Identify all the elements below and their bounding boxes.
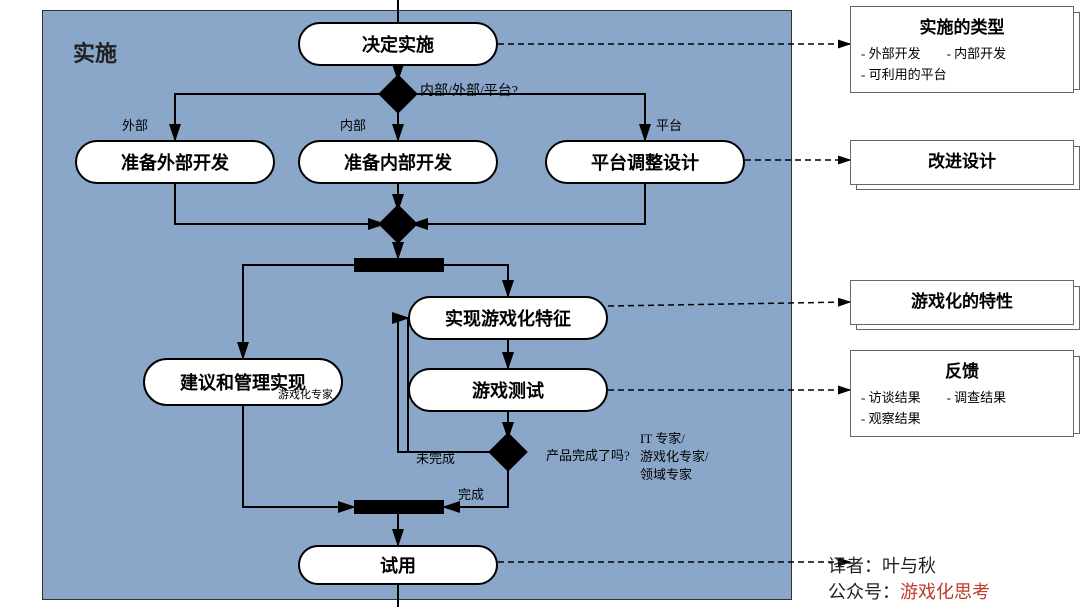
node-manage: 建议和管理实现游戏化专家 xyxy=(143,358,343,406)
node-trial: 试用 xyxy=(298,545,498,585)
side-list: - 访谈结果 - 调查结果- 观察结果 xyxy=(861,388,1063,430)
credit-account: 公众号：游戏化思考 xyxy=(828,578,990,604)
node-test: 游戏测试 xyxy=(408,368,608,412)
label-q1: 内部/外部/平台? xyxy=(420,80,518,100)
node-label: 准备内部开发 xyxy=(344,149,452,175)
node-ext-prep: 准备外部开发 xyxy=(75,140,275,184)
side-box-types: 实施的类型 - 外部开发 - 内部开发- 可利用的平台 xyxy=(850,6,1074,93)
credit-label: 公众号： xyxy=(828,582,900,602)
label-q2: 产品完成了吗? xyxy=(546,445,630,464)
credit-name: 游戏化思考 xyxy=(900,582,990,602)
node-int-prep: 准备内部开发 xyxy=(298,140,498,184)
node-feature: 实现游戏化特征 xyxy=(408,296,608,340)
side-box-improve: 改进设计 xyxy=(850,140,1074,185)
side-box-gamify: 游戏化的特性 xyxy=(850,280,1074,325)
join-bar xyxy=(354,500,444,514)
credit-name: 叶与秋 xyxy=(882,556,936,576)
label-ext: 外部 xyxy=(122,115,148,134)
credit-label: 译者： xyxy=(828,556,882,576)
label-done: 完成 xyxy=(458,484,484,503)
node-label: 游戏测试 xyxy=(472,377,544,403)
node-label: 试用 xyxy=(380,552,416,578)
label-plat: 平台 xyxy=(656,115,682,134)
side-title: 反馈 xyxy=(861,357,1063,382)
side-list: - 外部开发 - 内部开发- 可利用的平台 xyxy=(861,44,1063,86)
fork-bar xyxy=(354,258,444,272)
node-label: 实现游戏化特征 xyxy=(445,305,571,331)
node-label: 决定实施 xyxy=(362,31,434,57)
side-title: 实施的类型 xyxy=(861,13,1063,38)
side-title: 改进设计 xyxy=(861,147,1063,172)
panel-title: 实施 xyxy=(73,36,117,68)
credit-translator: 译者：叶与秋 xyxy=(828,552,936,578)
node-platform: 平台调整设计 xyxy=(545,140,745,184)
label-int: 内部 xyxy=(340,115,366,134)
side-title: 游戏化的特性 xyxy=(861,287,1063,312)
label-notdone: 未完成 xyxy=(416,448,455,467)
node-label: 平台调整设计 xyxy=(591,149,699,175)
node-label: 准备外部开发 xyxy=(121,149,229,175)
node-decide: 决定实施 xyxy=(298,22,498,66)
label-experts: IT 专家/ 游戏化专家/ 领域专家 xyxy=(640,430,709,485)
node-sublabel: 游戏化专家 xyxy=(278,386,333,402)
side-box-feedback: 反馈 - 访谈结果 - 调查结果- 观察结果 xyxy=(850,350,1074,437)
